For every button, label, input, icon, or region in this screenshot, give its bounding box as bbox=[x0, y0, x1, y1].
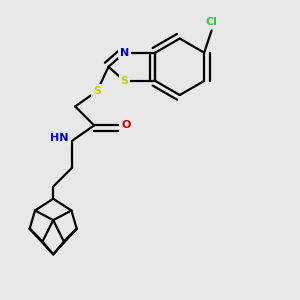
Text: HN: HN bbox=[50, 134, 69, 143]
Text: Cl: Cl bbox=[206, 17, 218, 27]
Text: S: S bbox=[93, 86, 101, 96]
Text: N: N bbox=[120, 48, 129, 58]
Text: S: S bbox=[121, 76, 128, 86]
Text: O: O bbox=[121, 120, 130, 130]
